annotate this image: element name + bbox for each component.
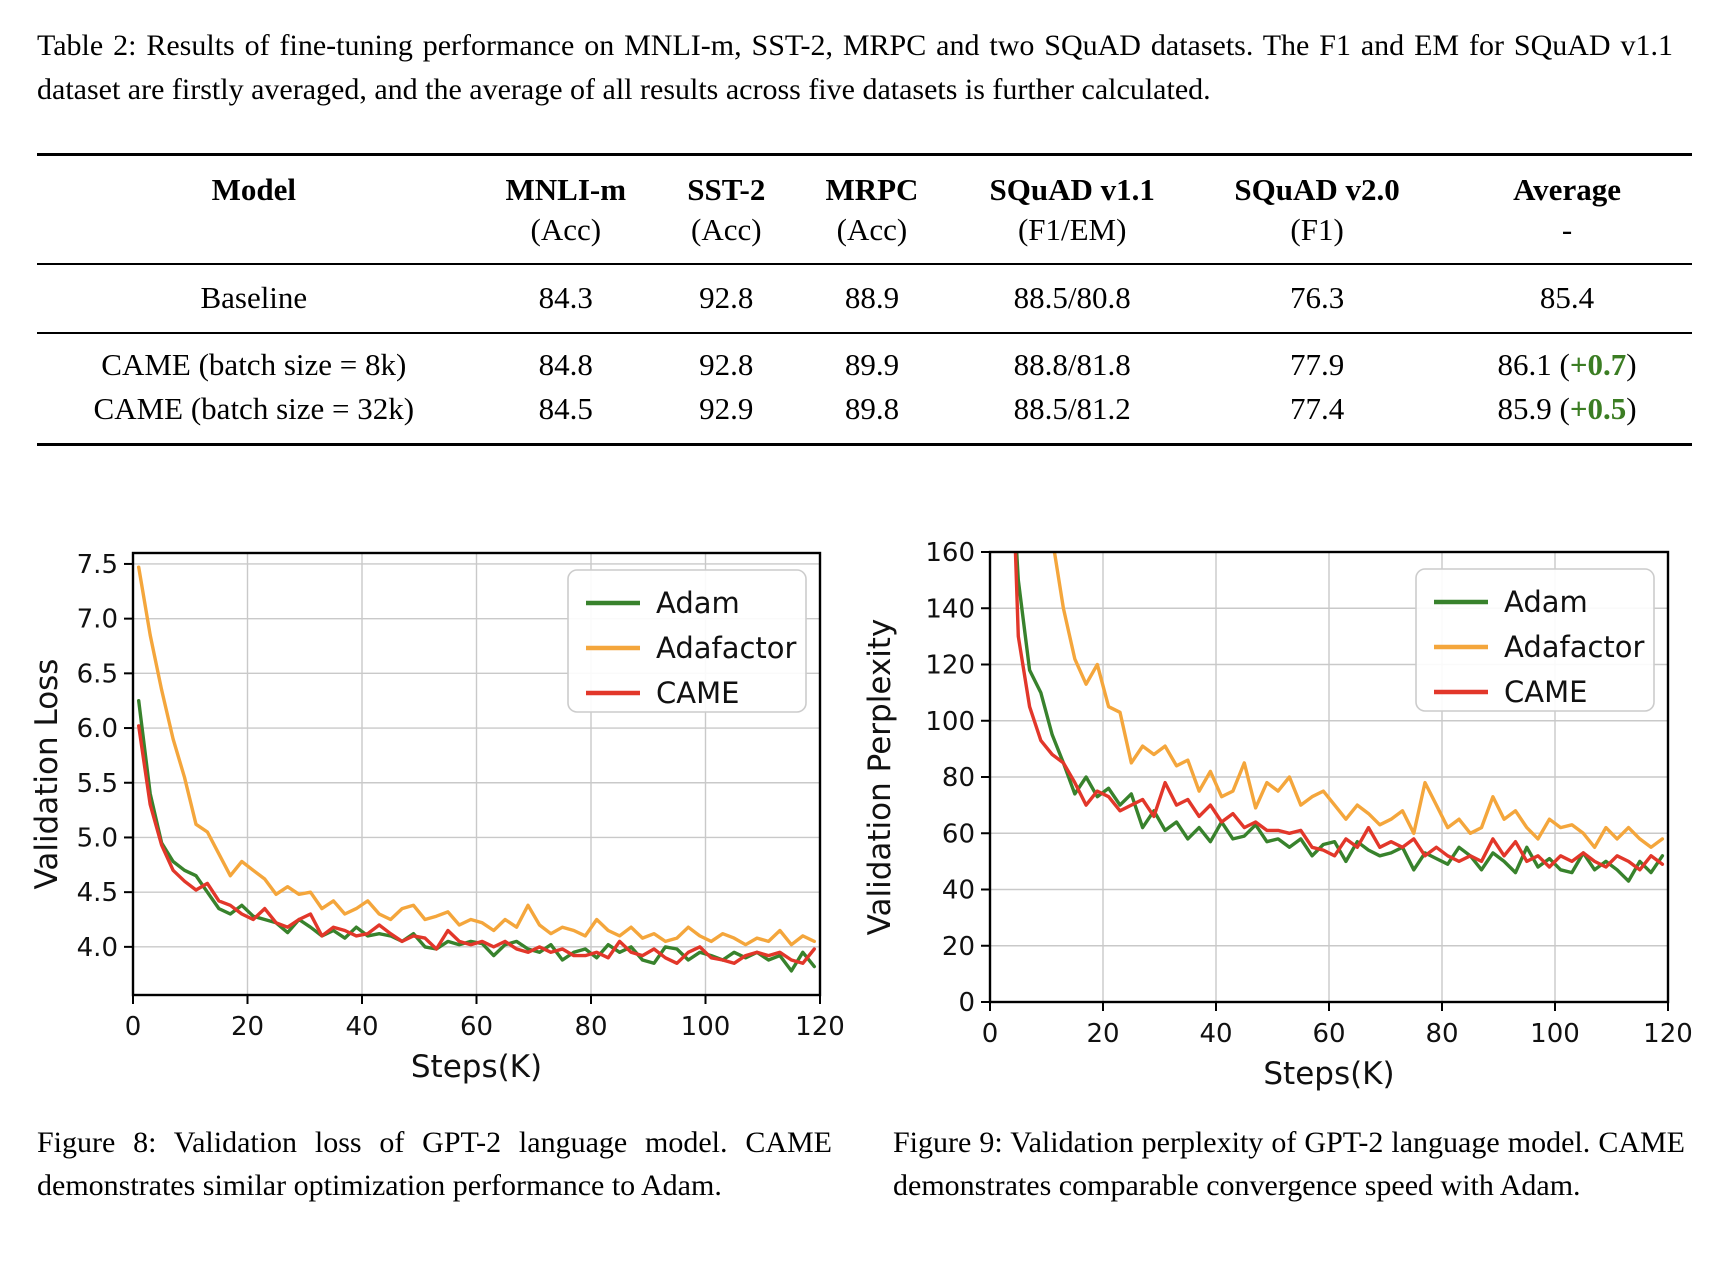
model-cell: CAME (batch size = 32k) bbox=[93, 390, 415, 426]
x-tick-label: 0 bbox=[982, 1019, 999, 1049]
figure9-caption: Figure 9: Validation perplexity of GPT-2… bbox=[893, 1126, 1685, 1202]
x-tick-label: 40 bbox=[345, 1012, 378, 1042]
results-table-grid: Model MNLI-m (Acc) SST-2 (Acc) MRPC (Acc) SQuA… bbox=[37, 153, 1692, 446]
delta-badge: +0.5 bbox=[1569, 390, 1627, 426]
x-axis-label: Steps(K) bbox=[411, 1049, 542, 1085]
came-group: CAME (batch size = 8k) 84.8 92.8 89.9 88.8/8… bbox=[37, 333, 1692, 445]
x-tick-label: 100 bbox=[681, 1012, 731, 1042]
y-tick-label: 5.5 bbox=[77, 769, 118, 799]
column-header-model: Model bbox=[37, 154, 471, 265]
legend-label-adafactor: Adafactor bbox=[1504, 630, 1645, 664]
x-tick-label: 20 bbox=[231, 1012, 264, 1042]
x-tick-label: 40 bbox=[1199, 1019, 1232, 1049]
table-row: CAME (batch size = 32k) 84.5 92.9 89.8 88.5/… bbox=[37, 387, 1692, 445]
x-tick-label: 60 bbox=[1312, 1019, 1345, 1049]
table-caption: Table 2: Results of fine-tuning performa… bbox=[37, 29, 1673, 107]
legend-label-came: CAME bbox=[656, 676, 739, 710]
y-tick-label: 60 bbox=[942, 819, 975, 849]
average-cell: 85.9 (+0.5) bbox=[1497, 390, 1637, 426]
figure8-validation-loss-chart: 0 20 40 60 80 100 120 4.0 4.5 5.0 5.5 6.0 6.5 7.0 7.5 S… bbox=[29, 550, 845, 1085]
legend: Adam Adafactor CAME bbox=[567, 569, 807, 713]
table-row: CAME (batch size = 8k) 84.8 92.8 89.9 88.8/8… bbox=[37, 333, 1692, 387]
y-tick-label: 0 bbox=[958, 988, 975, 1018]
value-cell: 92.8 bbox=[699, 346, 754, 382]
model-cell: Baseline bbox=[37, 263, 471, 334]
value-cell: 88.8/81.8 bbox=[1013, 346, 1131, 382]
average-cell: 85.4 bbox=[1442, 263, 1692, 334]
figure8-caption: Figure 8: Validation loss of GPT-2 langu… bbox=[37, 1126, 832, 1202]
series-line-came bbox=[1013, 552, 1665, 872]
legend-label-came: CAME bbox=[1504, 675, 1587, 709]
delta-badge: +0.7 bbox=[1569, 346, 1627, 382]
y-axis-label: Validation Loss bbox=[29, 659, 65, 890]
series-line-adafactor bbox=[1052, 552, 1665, 849]
axis-ticks: 0 20 40 60 80 100 120 4.0 4.5 5.0 5.5 6.0 6.5 7.0 7.5 bbox=[77, 550, 845, 1042]
x-tick-label: 60 bbox=[460, 1012, 493, 1042]
x-tick-label: 0 bbox=[125, 1012, 142, 1042]
y-tick-label: 4.0 bbox=[77, 933, 118, 963]
column-header-squad-v1-1: SQuAD v1.1 (F1/EM) bbox=[952, 154, 1193, 265]
column-header-mnli-m: MNLI-m (Acc) bbox=[470, 154, 661, 265]
x-axis-label: Steps(K) bbox=[1263, 1056, 1394, 1092]
y-tick-label: 6.5 bbox=[77, 659, 118, 689]
value-cell: 84.8 bbox=[538, 346, 593, 382]
value-cell: 89.8 bbox=[844, 390, 900, 426]
x-tick-label: 120 bbox=[795, 1012, 845, 1042]
y-tick-label: 100 bbox=[925, 707, 975, 737]
legend-label-adam: Adam bbox=[656, 586, 740, 620]
baseline-group: Baseline 84.3 92.8 88.9 88.5/80.8 76.3 85.4 bbox=[37, 263, 1692, 334]
series-line-came bbox=[136, 724, 816, 965]
column-header-average: Average - bbox=[1442, 154, 1692, 265]
average-cell: 86.1 (+0.7) bbox=[1497, 346, 1637, 382]
value-cell: 92.9 bbox=[699, 390, 754, 426]
value-cell: 77.9 bbox=[1289, 346, 1345, 382]
y-axis-label: Validation Perplexity bbox=[862, 619, 898, 936]
y-tick-label: 6.0 bbox=[77, 714, 118, 744]
x-tick-label: 120 bbox=[1643, 1019, 1693, 1049]
table-row: Baseline 84.3 92.8 88.9 88.5/80.8 76.3 85.4 bbox=[37, 263, 1692, 334]
y-tick-label: 40 bbox=[942, 876, 975, 906]
x-tick-label: 100 bbox=[1530, 1019, 1580, 1049]
y-tick-label: 4.5 bbox=[77, 878, 118, 908]
value-cell: 88.5/80.8 bbox=[952, 263, 1193, 334]
column-header-sst-2: SST-2 (Acc) bbox=[660, 154, 792, 265]
value-cell: 84.5 bbox=[538, 390, 593, 426]
model-cell: CAME (batch size = 8k) bbox=[101, 346, 407, 382]
legend-label-adam: Adam bbox=[1504, 585, 1588, 619]
value-cell: 89.9 bbox=[844, 346, 900, 382]
axis-ticks: 0 20 40 60 80 100 120 0 20 40 60 80 100 120 140 160 bbox=[925, 538, 1692, 1049]
series-group bbox=[136, 565, 816, 973]
value-cell: 77.4 bbox=[1289, 390, 1345, 426]
x-tick-label: 80 bbox=[574, 1012, 607, 1042]
legend-box bbox=[567, 569, 807, 713]
y-tick-label: 20 bbox=[942, 932, 975, 962]
y-tick-label: 120 bbox=[925, 651, 975, 681]
value-cell: 88.9 bbox=[791, 263, 953, 334]
legend-box bbox=[1415, 568, 1655, 712]
value-cell: 92.8 bbox=[660, 263, 792, 334]
column-header-mrpc: MRPC (Acc) bbox=[791, 154, 953, 265]
column-header-squad-v2-0: SQuAD v2.0 (F1) bbox=[1192, 154, 1443, 265]
x-tick-label: 20 bbox=[1086, 1019, 1119, 1049]
series-line-adafactor bbox=[136, 565, 816, 947]
value-cell: 84.3 bbox=[470, 263, 661, 334]
series-line-adam bbox=[1014, 552, 1665, 883]
legend-label-adafactor: Adafactor bbox=[656, 631, 797, 665]
legend: Adam Adafactor CAME bbox=[1415, 568, 1655, 712]
y-tick-label: 7.5 bbox=[77, 550, 118, 580]
value-cell: 88.5/81.2 bbox=[1013, 390, 1131, 426]
y-tick-label: 5.0 bbox=[77, 823, 118, 853]
y-tick-label: 160 bbox=[925, 538, 975, 568]
table-header: Model MNLI-m (Acc) SST-2 (Acc) MRPC (Acc) SQuA… bbox=[37, 154, 1692, 265]
x-tick-label: 80 bbox=[1425, 1019, 1458, 1049]
value-cell: 76.3 bbox=[1192, 263, 1443, 334]
y-tick-label: 140 bbox=[925, 594, 975, 624]
figure9-validation-perplexity-chart: 0 20 40 60 80 100 120 0 20 40 60 80 100 120 140 160 Step… bbox=[862, 538, 1693, 1092]
series-group bbox=[1013, 552, 1665, 883]
results-table: Model MNLI-m (Acc) SST-2 (Acc) MRPC (Acc) SQuA… bbox=[37, 153, 1692, 446]
y-tick-label: 7.0 bbox=[77, 605, 118, 635]
y-tick-label: 80 bbox=[942, 763, 975, 793]
